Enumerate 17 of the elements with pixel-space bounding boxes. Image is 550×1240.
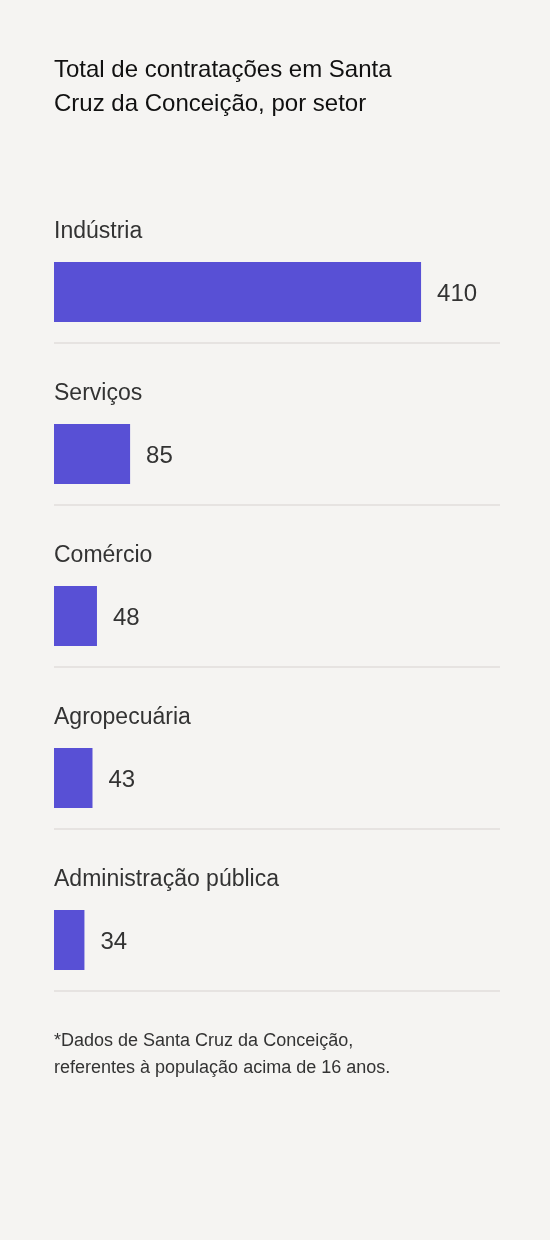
chart-title: Total de contratações em Santa Cruz da Conceição, por setor bbox=[54, 54, 393, 118]
bar bbox=[54, 910, 85, 970]
data-label: 410 bbox=[437, 278, 478, 306]
data-label: 43 bbox=[108, 764, 136, 792]
data-label: 34 bbox=[100, 926, 128, 954]
y-tick-label: Administração pública bbox=[54, 865, 280, 891]
y-tick-label: Agropecuária bbox=[54, 703, 192, 729]
data-label: 85 bbox=[146, 440, 173, 468]
bar bbox=[54, 424, 131, 484]
bar bbox=[54, 262, 422, 322]
bar bbox=[54, 748, 93, 808]
y-tick-label: Indústria bbox=[54, 217, 143, 243]
y-tick-label: Comércio bbox=[54, 541, 153, 567]
data-label: 48 bbox=[112, 602, 140, 630]
bar bbox=[54, 586, 97, 646]
y-tick-label: Serviços bbox=[54, 379, 143, 405]
text: *Dados de Santa Cruz da Conceição, referentes à população acima de 16 anos. bbox=[54, 1029, 392, 1079]
